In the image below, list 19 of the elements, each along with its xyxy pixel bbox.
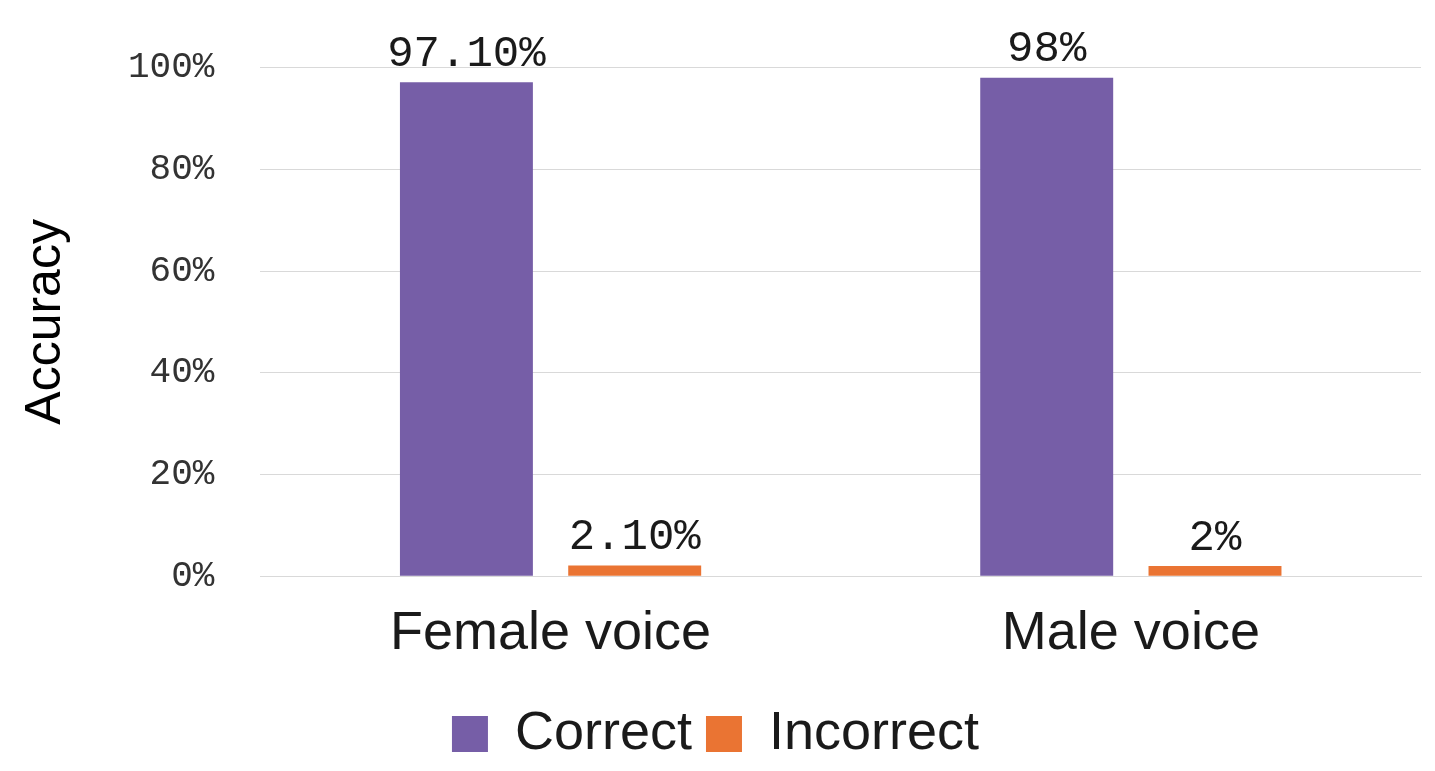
x-tick-label: Male voice bbox=[1001, 600, 1260, 661]
legend-label: Correct bbox=[514, 699, 692, 760]
y-tick-label: 80% bbox=[149, 148, 215, 190]
data-label: 97.10% bbox=[387, 29, 547, 80]
bar bbox=[399, 82, 533, 576]
bar bbox=[568, 565, 702, 576]
bar bbox=[1148, 566, 1282, 576]
y-axis-title: Accuracy bbox=[14, 219, 71, 425]
y-tick-label: 60% bbox=[149, 250, 215, 292]
y-tick-label: 100% bbox=[127, 47, 215, 89]
y-tick-label: 0% bbox=[171, 555, 215, 597]
x-tick-label: Female voice bbox=[389, 600, 712, 661]
y-tick-label: 40% bbox=[149, 352, 215, 394]
data-label: 98% bbox=[1007, 24, 1087, 75]
bar bbox=[980, 77, 1114, 576]
legend-label: Incorrect bbox=[768, 699, 980, 760]
data-label: 2% bbox=[1188, 512, 1242, 563]
y-tick-label: 20% bbox=[149, 454, 215, 496]
data-label: 2.10% bbox=[568, 512, 702, 563]
